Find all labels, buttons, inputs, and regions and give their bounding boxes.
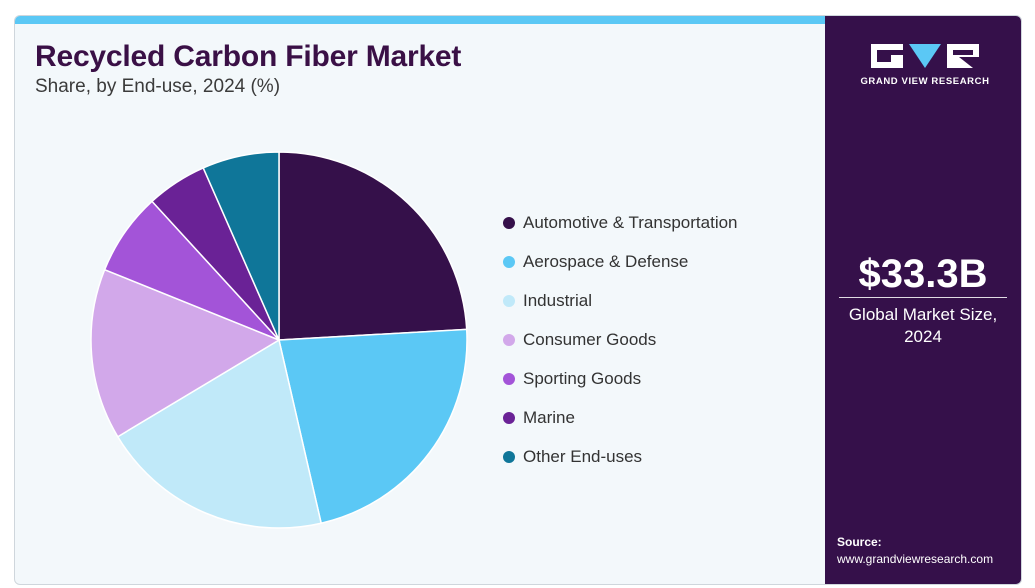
legend-item: Other End-uses <box>503 446 738 485</box>
brand-name: GRAND VIEW RESEARCH <box>860 76 990 87</box>
legend-label: Consumer Goods <box>523 330 657 349</box>
legend-item: Marine <box>503 407 738 446</box>
legend-label: Aerospace & Defense <box>523 252 689 271</box>
legend-label: Industrial <box>523 291 592 310</box>
source-link[interactable]: www.grandviewresearch.com <box>837 552 994 566</box>
market-size-caption-line2: 2024 <box>904 327 942 346</box>
market-size-caption: Global Market Size, 2024 <box>825 304 1021 348</box>
pie-slice-aerospace-defense <box>278 328 468 525</box>
sidebar-panel: GRAND VIEW RESEARCH $33.3B Global Market… <box>825 16 1021 584</box>
legend-label: Automotive & Transportation <box>523 213 738 232</box>
legend-item: Industrial <box>503 290 738 329</box>
brand-logo: GRAND VIEW RESEARCH <box>855 42 995 87</box>
legend-label: Other End-uses <box>523 447 643 466</box>
market-size-caption-line1: Global Market Size, <box>848 305 998 324</box>
pie-slice-automotive-transportation <box>278 151 468 341</box>
source-label: Source: <box>837 535 882 549</box>
chart-legend: Automotive & Transportation Aerospace & D… <box>503 212 738 485</box>
accent-bar <box>15 16 825 24</box>
legend-label: Sporting Goods <box>523 369 642 388</box>
legend-swatch <box>503 295 515 307</box>
gvr-logo-icon <box>871 44 979 68</box>
chart-card: Recycled Carbon Fiber Market Share, by E… <box>14 15 1022 585</box>
market-size-value: $33.3B <box>858 252 988 296</box>
pie-slice-other-end-uses <box>202 151 280 341</box>
legend-item: Automotive & Transportation <box>503 212 738 251</box>
pie-slice-industrial <box>116 338 323 529</box>
legend-swatch <box>503 256 515 268</box>
legend-item: Sporting Goods <box>503 368 738 407</box>
legend-swatch <box>503 334 515 346</box>
legend-item: Consumer Goods <box>503 329 738 368</box>
legend-item: Aerospace & Defense <box>503 251 738 290</box>
legend-swatch <box>503 217 515 229</box>
divider <box>839 297 1007 298</box>
pie-slice-consumer-goods <box>90 268 281 438</box>
legend-swatch <box>503 412 515 424</box>
pie-chart <box>90 151 468 529</box>
chart-title: Recycled Carbon Fiber Market <box>35 40 462 73</box>
legend-label: Marine <box>523 408 575 427</box>
legend-swatch <box>503 451 515 463</box>
legend-swatch <box>503 373 515 385</box>
chart-subtitle: Share, by End-use, 2024 (%) <box>35 76 281 97</box>
